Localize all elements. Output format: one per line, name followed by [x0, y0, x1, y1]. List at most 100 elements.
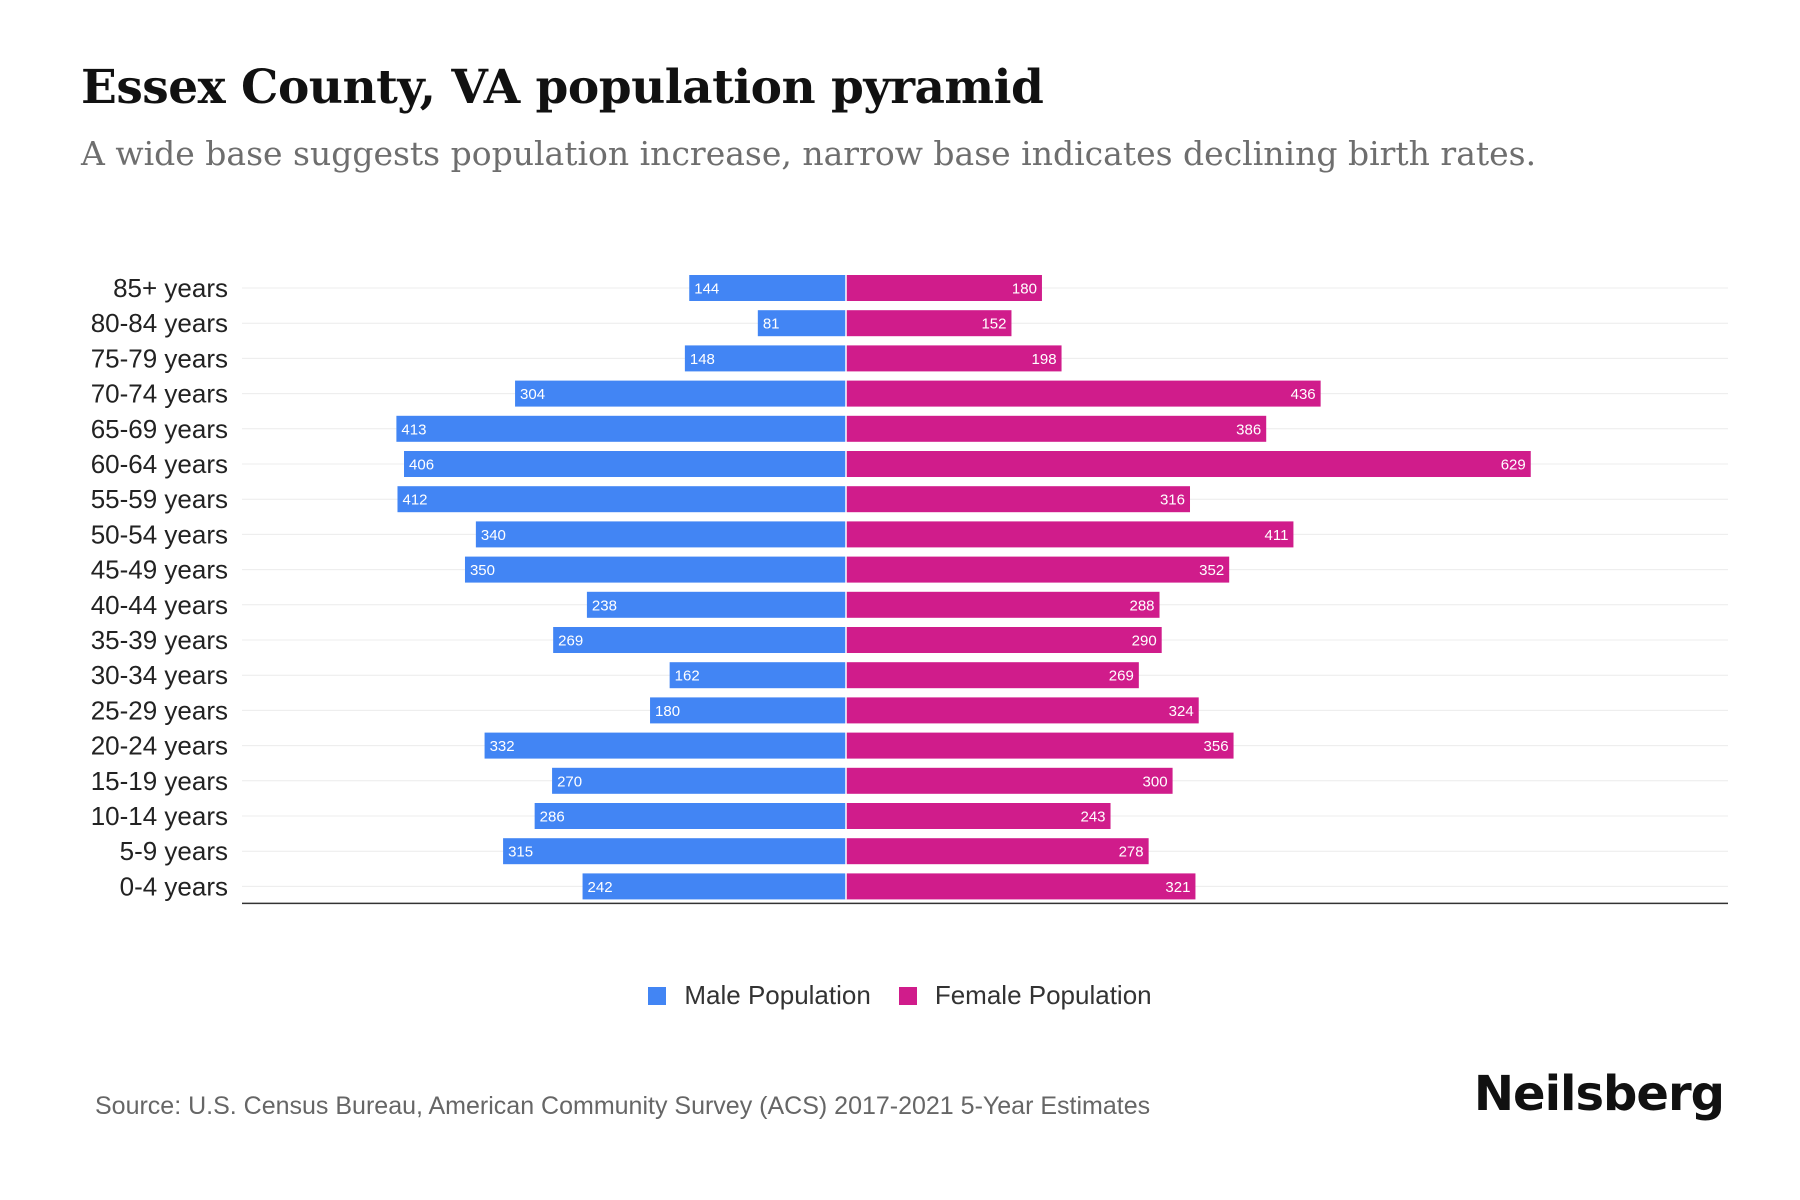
- age-group-label: 65-69 years: [91, 414, 228, 444]
- data-label-female: 411: [1265, 527, 1289, 544]
- data-label-female: 316: [1160, 492, 1185, 509]
- legend: Male Population Female Population: [0, 980, 1800, 1011]
- bar-female: [846, 732, 1234, 759]
- age-group-label: 50-54 years: [91, 519, 228, 549]
- bar-male: [503, 838, 846, 865]
- data-label-male: 180: [655, 703, 680, 720]
- bar-female: [846, 591, 1160, 618]
- grid-lines: [242, 287, 1728, 887]
- data-label-female: 436: [1291, 386, 1316, 403]
- bar-male: [553, 627, 846, 653]
- legend-item-female: Female Population: [898, 980, 1152, 1011]
- data-label-male: 340: [481, 527, 506, 544]
- legend-label-female: Female Population: [934, 980, 1152, 1010]
- bar-female: [846, 803, 1111, 829]
- data-label-male: 304: [520, 386, 545, 403]
- age-group-label: 40-44 years: [91, 590, 228, 620]
- age-group-label: 80-84 years: [91, 308, 228, 338]
- age-group-label: 85+ years: [113, 273, 228, 303]
- bar-male: [464, 556, 846, 583]
- data-label-female: 290: [1132, 633, 1157, 650]
- age-group-label: 20-24 years: [91, 731, 228, 761]
- bar-male: [534, 803, 846, 829]
- bar-female: [846, 556, 1230, 583]
- bar-female: [846, 873, 1196, 900]
- age-group-label: 0-4 years: [120, 871, 228, 901]
- bar-female: [846, 697, 1199, 724]
- data-label-male: 270: [557, 773, 582, 790]
- data-label-male: 162: [675, 668, 700, 685]
- bar-female: [846, 275, 1042, 301]
- source-note: Source: U.S. Census Bureau, American Com…: [95, 1092, 1151, 1120]
- age-group-label: 60-64 years: [91, 449, 228, 479]
- bar-male: [484, 732, 846, 759]
- data-label-female: 288: [1129, 597, 1154, 614]
- bar-male: [757, 310, 846, 337]
- data-label-female: 198: [1032, 351, 1057, 368]
- data-label-male: 238: [592, 597, 617, 614]
- bar-male: [404, 451, 846, 477]
- legend-label-male: Male Population: [684, 980, 871, 1010]
- legend-swatch-female: [898, 986, 917, 1005]
- bar-male: [397, 486, 846, 513]
- bar-male: [586, 591, 846, 618]
- data-label-female: 629: [1501, 457, 1526, 474]
- data-label-male: 332: [490, 738, 515, 755]
- age-group-label: 5-9 years: [120, 836, 228, 866]
- bar-male: [515, 380, 846, 407]
- data-label-male: 406: [409, 457, 434, 474]
- bar-male: [396, 415, 846, 442]
- age-group-label: 75-79 years: [91, 343, 228, 373]
- bar-male: [552, 767, 846, 794]
- bar-male: [669, 662, 846, 689]
- data-label-male: 269: [558, 633, 583, 650]
- bar-female: [846, 380, 1321, 407]
- chart-title: Essex County, VA population pyramid: [81, 60, 1044, 115]
- bar-female: [846, 310, 1012, 337]
- bar-female: [846, 838, 1149, 865]
- data-label-female: 180: [1012, 281, 1037, 298]
- data-label-male: 315: [508, 844, 533, 861]
- bar-male: [475, 521, 846, 548]
- chart-subtitle: A wide base suggests population increase…: [81, 134, 1537, 173]
- data-label-female: 356: [1204, 738, 1229, 755]
- data-label-female: 300: [1143, 773, 1168, 790]
- bar-male: [650, 697, 846, 724]
- data-label-male: 148: [690, 351, 715, 368]
- data-label-female: 324: [1169, 703, 1194, 720]
- data-label-female: 243: [1081, 809, 1106, 826]
- data-label-female: 152: [981, 316, 1006, 333]
- bar-male: [684, 345, 846, 372]
- legend-item-male: Male Population: [648, 980, 871, 1011]
- legend-swatch-male: [648, 986, 667, 1005]
- data-label-male: 286: [540, 809, 565, 826]
- data-label-female: 352: [1199, 562, 1224, 579]
- age-group-label: 10-14 years: [91, 801, 228, 831]
- data-label-female: 321: [1165, 879, 1190, 896]
- data-label-female: 278: [1119, 844, 1144, 861]
- bar-female: [846, 415, 1267, 442]
- data-label-male: 413: [401, 421, 426, 438]
- data-label-male: 144: [694, 281, 719, 298]
- bar-female: [846, 627, 1162, 653]
- bar-female: [846, 345, 1062, 372]
- age-group-label: 70-74 years: [91, 379, 228, 409]
- age-group-label: 30-34 years: [91, 660, 228, 690]
- bar-female: [846, 486, 1191, 513]
- bar-female: [846, 521, 1294, 548]
- age-group-label: 15-19 years: [91, 766, 228, 796]
- data-label-female: 386: [1236, 421, 1261, 438]
- brand-logo: Neilsberg: [1473, 1066, 1725, 1122]
- bar-female: [846, 767, 1173, 794]
- data-label-male: 242: [588, 879, 613, 896]
- age-group-label: 55-59 years: [91, 484, 228, 514]
- bar-male: [689, 275, 846, 301]
- age-group-labels: 85+ years 80-84 years 75-79 years 70-74 yea…: [91, 273, 228, 901]
- bars: 144 180 81 152 148 198 304 436 413 386 406 629 412 31…: [396, 275, 1531, 900]
- age-group-label: 25-29 years: [91, 695, 228, 725]
- bar-female: [846, 662, 1139, 689]
- data-label-male: 350: [470, 562, 495, 579]
- age-group-label: 35-39 years: [91, 625, 228, 655]
- data-label-female: 269: [1109, 668, 1134, 685]
- bar-male: [582, 873, 846, 900]
